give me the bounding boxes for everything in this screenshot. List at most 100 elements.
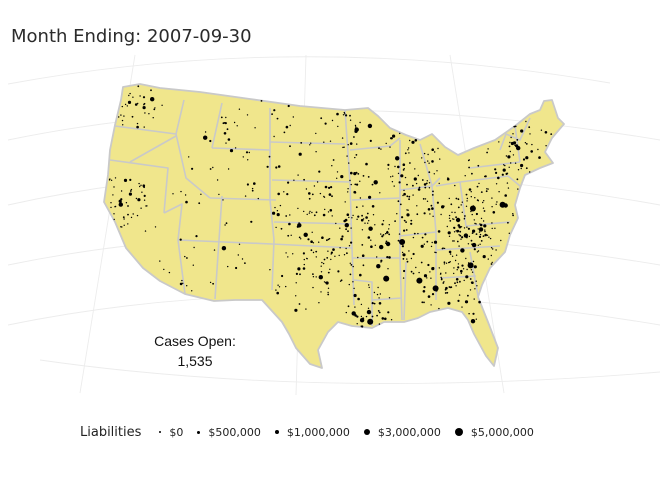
case-point xyxy=(418,271,420,274)
case-point xyxy=(478,300,481,304)
case-point xyxy=(327,293,330,296)
case-point xyxy=(378,323,381,325)
case-point xyxy=(508,145,511,148)
case-point xyxy=(131,115,134,118)
case-point xyxy=(306,213,308,216)
case-point xyxy=(490,254,492,257)
case-point xyxy=(427,153,429,156)
case-point xyxy=(431,148,435,151)
case-point xyxy=(308,197,311,200)
case-point xyxy=(140,184,142,186)
case-point xyxy=(353,287,355,290)
case-point xyxy=(433,240,438,244)
case-point xyxy=(323,258,326,261)
case-point xyxy=(344,223,349,228)
case-point xyxy=(179,282,183,286)
case-point xyxy=(466,197,468,200)
case-point xyxy=(455,197,458,200)
case-point xyxy=(277,165,281,168)
case-point xyxy=(136,214,139,217)
case-point xyxy=(357,256,359,259)
case-point xyxy=(388,228,390,230)
case-point xyxy=(122,124,124,126)
case-point xyxy=(371,315,374,318)
case-point xyxy=(416,277,423,284)
case-point xyxy=(470,196,472,198)
case-point xyxy=(374,224,376,226)
case-point xyxy=(504,164,506,167)
case-point xyxy=(150,97,155,102)
case-point xyxy=(348,162,350,164)
case-point xyxy=(431,293,435,296)
case-point xyxy=(435,251,437,254)
case-point xyxy=(421,236,424,239)
case-point xyxy=(349,262,351,264)
case-point xyxy=(285,252,287,254)
case-point xyxy=(376,293,379,296)
legend-item: $5,000,000 xyxy=(454,426,534,439)
case-point xyxy=(200,193,202,195)
case-point xyxy=(371,183,374,186)
case-point xyxy=(347,305,350,308)
case-point xyxy=(457,198,460,201)
case-point xyxy=(126,105,128,107)
case-point xyxy=(331,195,333,198)
case-point xyxy=(423,183,427,186)
case-point xyxy=(471,242,477,248)
case-point xyxy=(224,122,227,125)
case-point xyxy=(251,187,254,190)
case-point xyxy=(448,197,450,200)
case-point xyxy=(227,265,229,268)
case-point xyxy=(244,262,246,264)
case-point xyxy=(424,198,427,200)
case-point xyxy=(544,131,548,134)
case-point xyxy=(516,139,519,141)
case-point xyxy=(344,113,346,115)
case-point xyxy=(476,285,478,287)
case-point xyxy=(400,174,404,178)
case-point xyxy=(448,235,451,237)
case-point xyxy=(114,177,117,179)
case-point xyxy=(550,133,553,136)
us-outline xyxy=(103,83,565,369)
legend-dot-icon xyxy=(454,428,463,436)
case-point xyxy=(509,141,511,144)
case-point xyxy=(397,200,400,203)
case-point xyxy=(305,188,308,190)
case-point xyxy=(397,239,400,242)
case-point xyxy=(154,226,157,228)
case-point xyxy=(129,92,131,95)
case-point xyxy=(399,203,402,206)
case-point xyxy=(509,150,511,153)
case-point xyxy=(299,273,301,276)
case-point xyxy=(377,286,379,289)
case-point xyxy=(154,107,156,109)
case-point xyxy=(423,152,426,155)
case-point xyxy=(482,220,485,222)
case-point xyxy=(444,292,447,294)
case-point xyxy=(286,193,289,196)
case-point xyxy=(221,246,227,251)
case-point xyxy=(121,119,124,122)
case-point xyxy=(495,249,497,251)
case-point xyxy=(129,190,132,192)
case-point xyxy=(364,222,366,224)
case-point xyxy=(458,245,460,247)
case-point xyxy=(501,173,504,176)
case-point xyxy=(422,198,425,200)
case-point xyxy=(349,119,352,121)
case-point xyxy=(315,256,317,258)
case-point xyxy=(371,205,375,208)
case-point xyxy=(456,269,458,271)
case-point xyxy=(422,290,426,293)
case-point xyxy=(404,176,407,179)
case-point xyxy=(357,215,360,218)
case-point xyxy=(472,209,475,211)
legend-label: $1,000,000 xyxy=(286,425,350,439)
case-point xyxy=(402,277,405,279)
case-point xyxy=(387,168,389,170)
case-point xyxy=(306,257,308,260)
case-point xyxy=(448,217,451,219)
case-point xyxy=(123,115,125,117)
case-point xyxy=(312,251,315,254)
